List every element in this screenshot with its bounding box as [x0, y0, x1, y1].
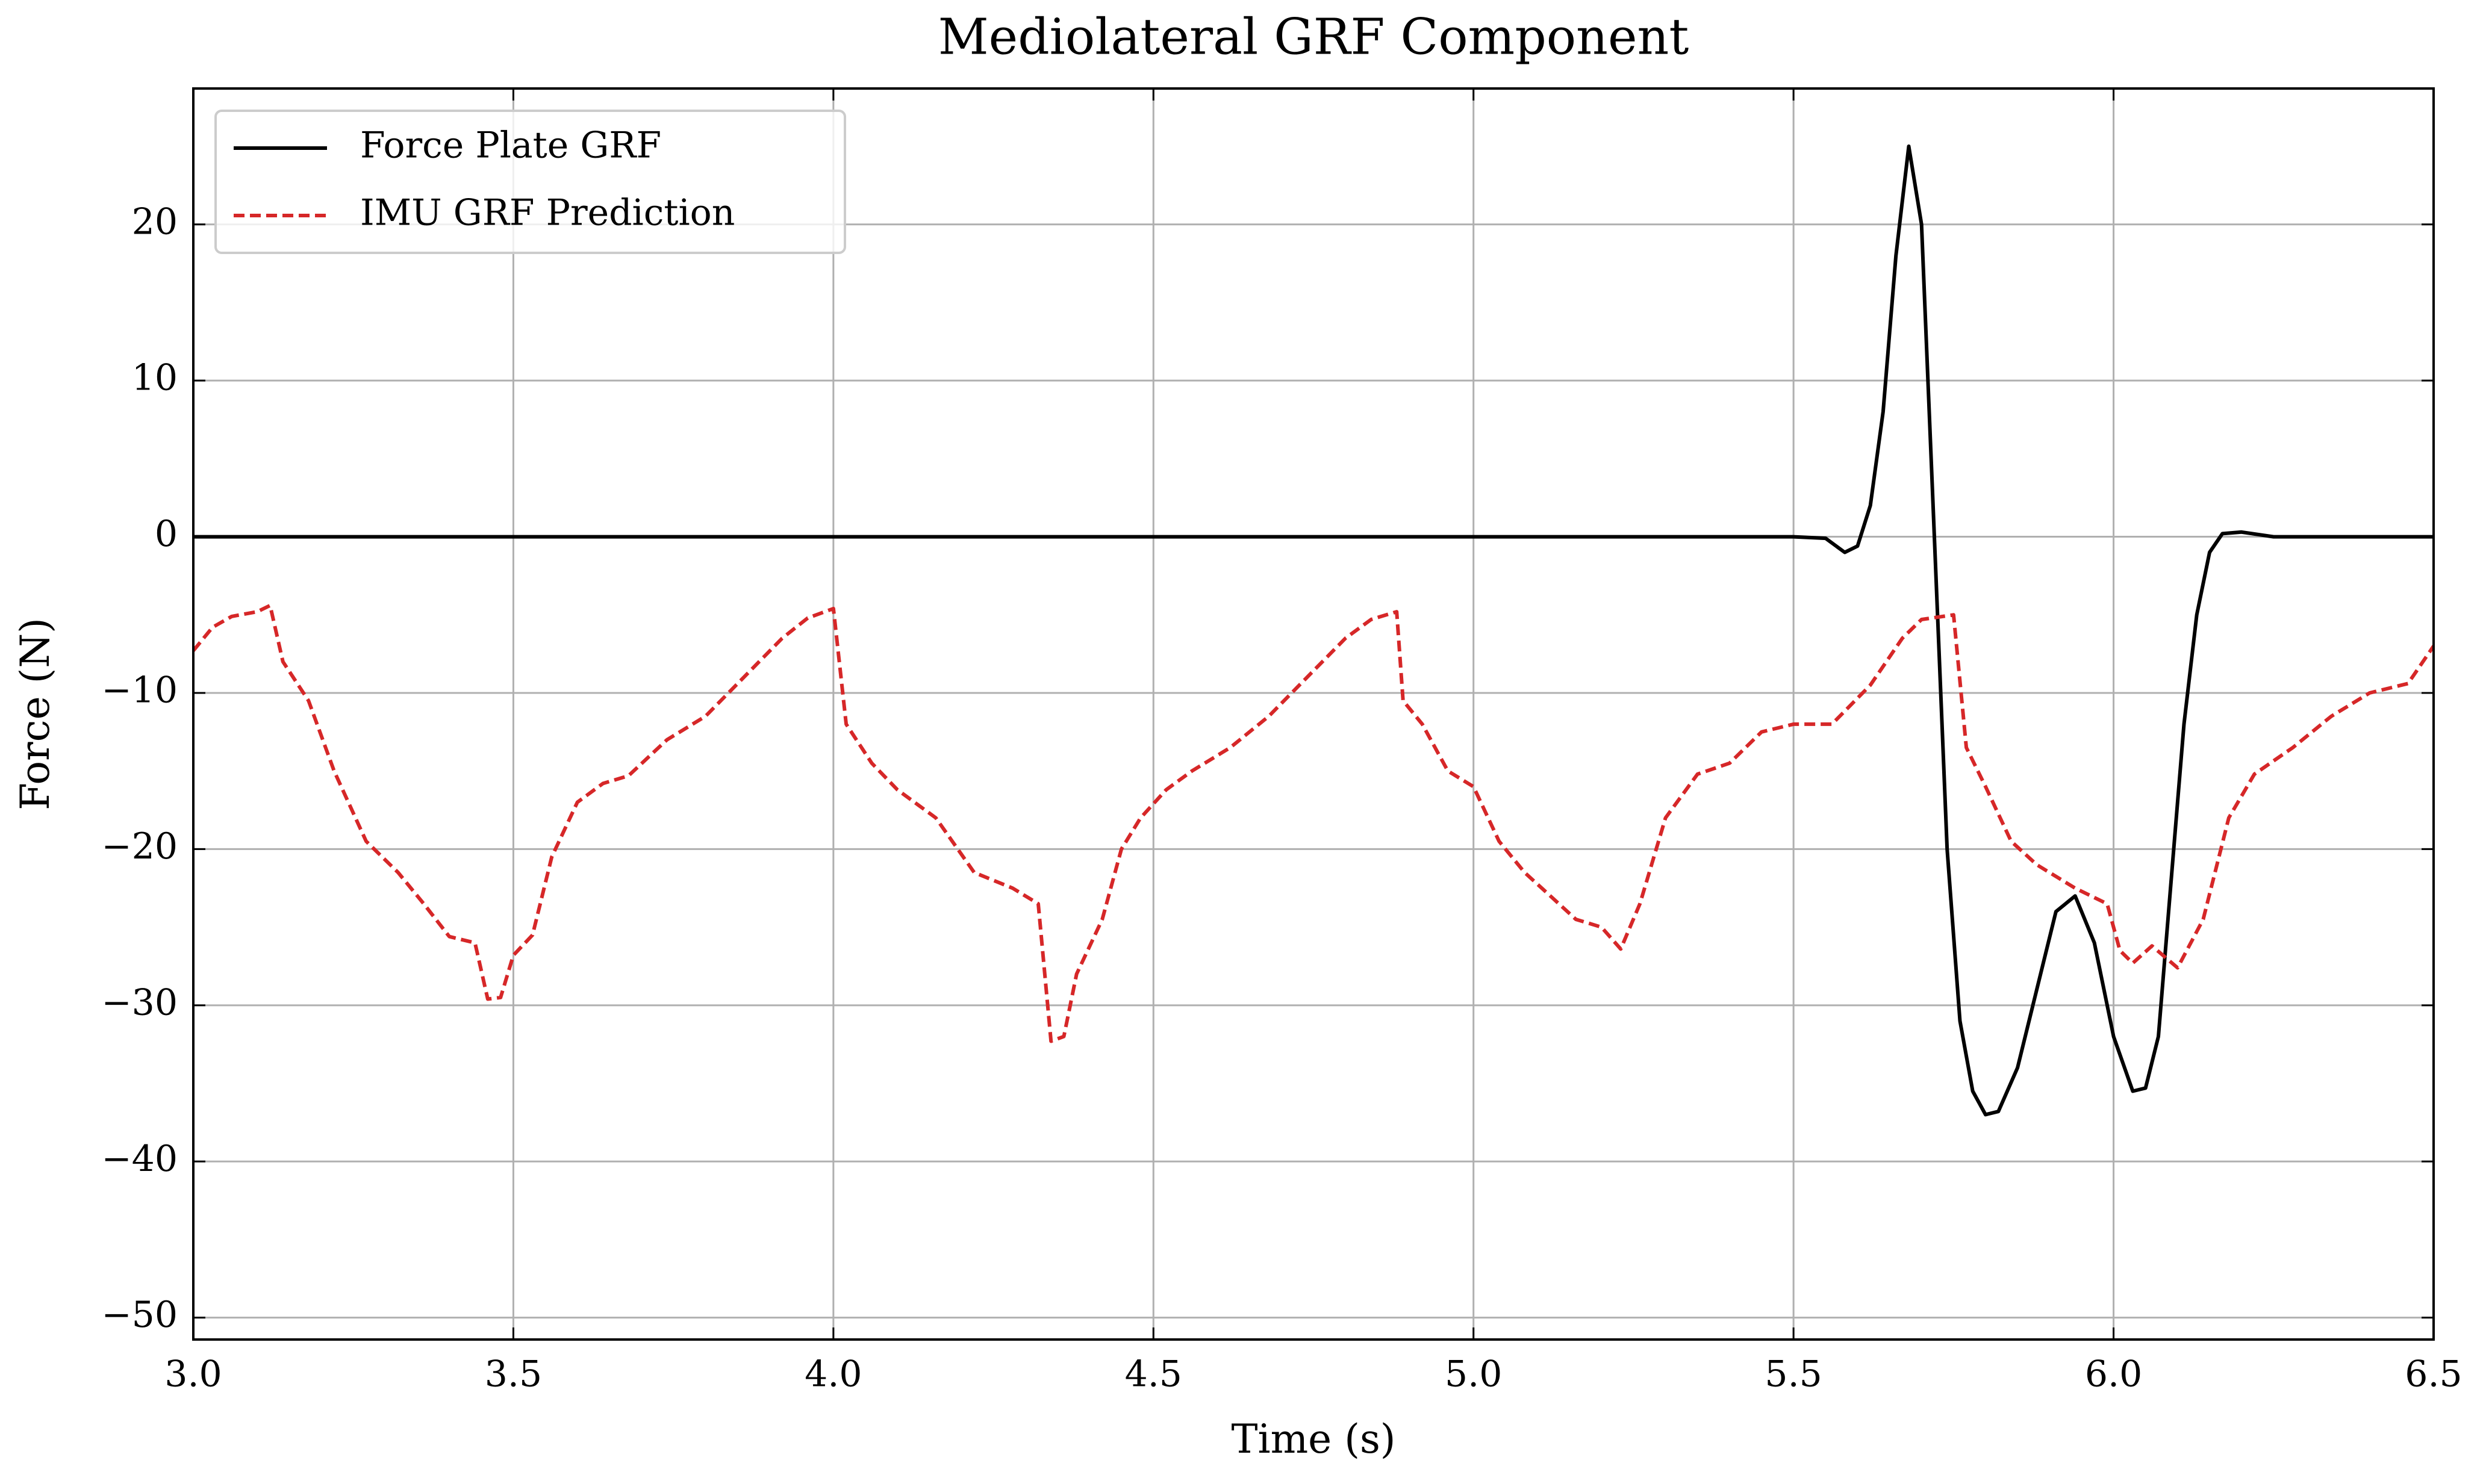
legend-label: IMU GRF Prediction	[360, 192, 735, 234]
x-tick-label: 3.0	[164, 1353, 222, 1396]
legend-box	[214, 110, 846, 254]
y-tick-label: −50	[101, 1294, 178, 1336]
y-tick-label: −40	[101, 1138, 178, 1180]
chart-title: Mediolateral GRF Component	[938, 9, 1689, 66]
y-tick-label: −30	[101, 981, 178, 1023]
x-axis-label: Time (s)	[1231, 1416, 1395, 1462]
data-line	[193, 603, 2434, 1043]
y-tick-label: 20	[132, 200, 178, 243]
y-tick-label: −10	[101, 669, 178, 712]
y-tick-label: 0	[155, 513, 178, 555]
x-tick-label: 5.0	[1445, 1353, 1502, 1396]
data-line	[193, 144, 2434, 1117]
x-tick-label: 3.5	[485, 1353, 542, 1396]
plot-frame	[192, 87, 2435, 1341]
x-tick-label: 6.0	[2085, 1353, 2142, 1396]
x-tick-label: 5.5	[1765, 1353, 1822, 1396]
x-tick-label: 4.5	[1125, 1353, 1182, 1396]
x-tick-label: 4.0	[805, 1353, 862, 1396]
legend-label: Force Plate GRF	[360, 125, 661, 167]
y-tick-label: −20	[101, 825, 178, 868]
x-tick-label: 6.5	[2405, 1353, 2462, 1396]
y-tick-label: 10	[132, 357, 178, 399]
y-axis-label: Force (N)	[12, 618, 58, 810]
